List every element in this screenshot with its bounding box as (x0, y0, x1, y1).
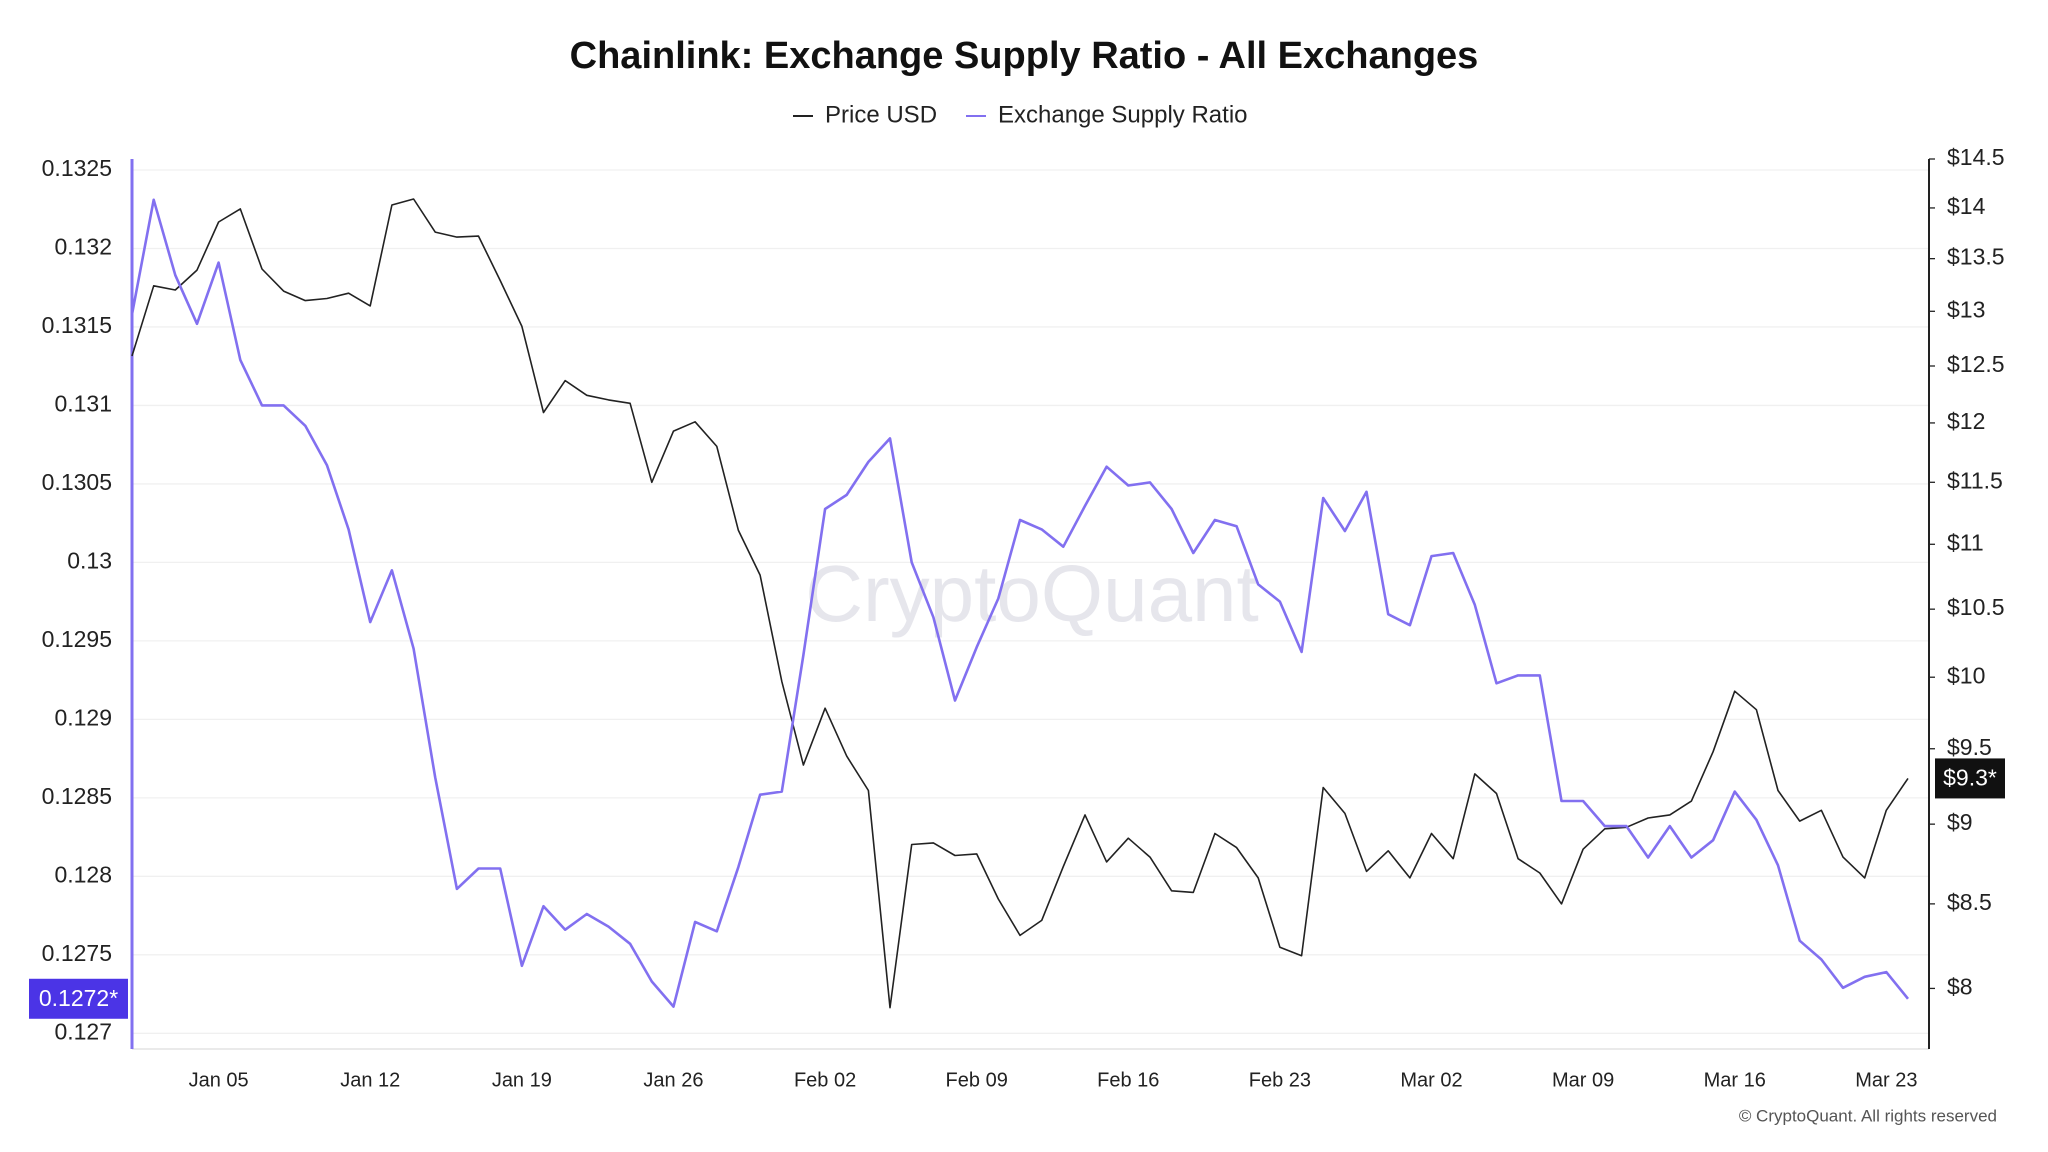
legend-label: Price USD (825, 101, 937, 128)
y-tick-label: 0.1325 (42, 155, 112, 181)
y2-tick-label: $12 (1947, 408, 1985, 434)
y-tick-label: 0.128 (54, 861, 112, 887)
watermark: CryptoQuant (805, 549, 1259, 638)
y-tick-label: 0.129 (54, 704, 112, 730)
y2-tick-label: $8.5 (1947, 889, 1992, 915)
x-tick-label: Feb 23 (1249, 1069, 1311, 1091)
credit: © CryptoQuant. All rights reserved (1739, 1106, 1997, 1125)
x-tick-label: Mar 23 (1855, 1069, 1917, 1091)
y2-tick-label: $13 (1947, 296, 1985, 322)
y2-tick-label: $14.5 (1947, 144, 2005, 170)
series-line (131, 198, 1909, 1009)
last-value-box (1935, 758, 2005, 799)
y2-tick-label: $10.5 (1947, 594, 2005, 620)
y-tick-label: 0.1295 (42, 626, 112, 652)
y-tick-label: 0.1285 (42, 783, 112, 809)
y2-tick-label: $14 (1947, 193, 1986, 219)
y2-tick-label: $11.5 (1947, 467, 2003, 493)
x-tick-label: Mar 02 (1400, 1069, 1462, 1091)
last-value-label: $9.3* (1943, 765, 1997, 791)
y2-tick-label: $11 (1947, 529, 1984, 555)
y2-tick-label: $9.5 (1947, 734, 1992, 760)
last-value-label: 0.1272* (39, 985, 118, 1011)
y-tick-label: 0.127 (54, 1018, 112, 1044)
x-tick-label: Jan 12 (340, 1069, 400, 1091)
x-tick-label: Jan 05 (189, 1069, 249, 1091)
y2-tick-label: $10 (1947, 662, 1985, 688)
x-tick-label: Feb 02 (794, 1069, 856, 1091)
chart-title: Chainlink: Exchange Supply Ratio - All E… (570, 35, 1479, 77)
x-tick-label: Jan 26 (643, 1069, 703, 1091)
y-tick-label: 0.132 (54, 234, 112, 260)
last-value-box (29, 978, 128, 1019)
y-tick-label: 0.131 (54, 391, 112, 417)
y2-tick-label: $9 (1947, 809, 1973, 835)
x-tick-label: Mar 09 (1552, 1069, 1614, 1091)
y2-tick-label: $8 (1947, 974, 1973, 1000)
y2-tick-label: $12.5 (1947, 351, 2005, 377)
legend-label: Exchange Supply Ratio (998, 101, 1248, 128)
y-tick-label: 0.13 (67, 547, 112, 573)
x-tick-label: Feb 09 (946, 1069, 1008, 1091)
x-tick-label: Mar 16 (1704, 1069, 1766, 1091)
y2-tick-label: $13.5 (1947, 244, 2005, 270)
y-tick-label: 0.1315 (42, 312, 112, 338)
x-tick-label: Jan 19 (492, 1069, 552, 1091)
x-tick-label: Feb 16 (1097, 1069, 1159, 1091)
series-line (130, 198, 1910, 1008)
y-tick-label: 0.1305 (42, 469, 112, 495)
y-tick-label: 0.1275 (42, 940, 112, 966)
